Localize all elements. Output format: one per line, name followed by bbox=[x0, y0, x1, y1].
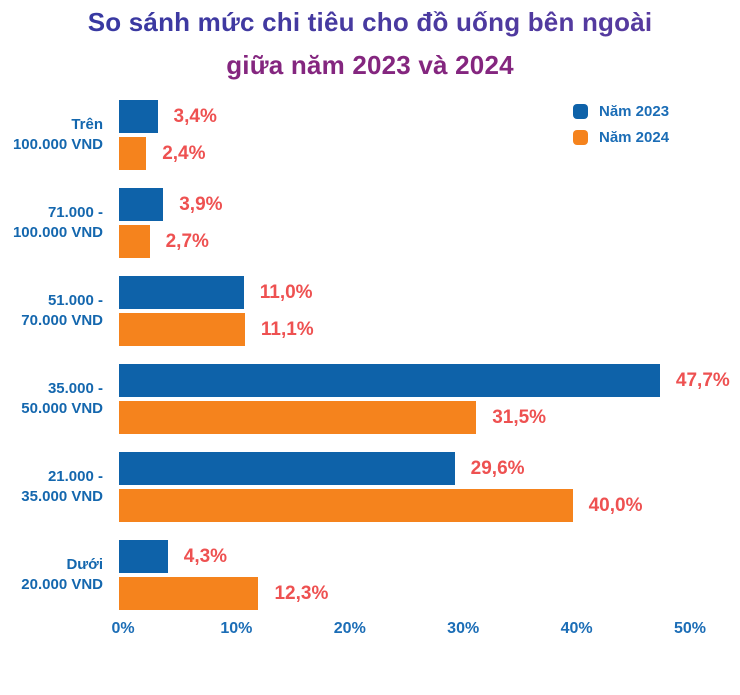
value-label: 31,5% bbox=[492, 406, 547, 428]
value-label: 40,0% bbox=[588, 494, 643, 516]
value-label: 4,3% bbox=[183, 545, 228, 567]
bar-năm-2024 bbox=[119, 401, 477, 434]
legend: Năm 2023 Năm 2024 bbox=[573, 103, 669, 146]
bar-row: 47,7% bbox=[119, 364, 740, 397]
value-label: 29,6% bbox=[470, 457, 525, 479]
category-label: 51.000 -70.000 VND bbox=[21, 292, 103, 329]
bar-row: 11,1% bbox=[119, 313, 740, 346]
bar-row: 3,4% bbox=[119, 100, 740, 133]
bar-row: 2,4% bbox=[119, 137, 740, 170]
chart-title-line2: giữa năm 2023 và 2024 bbox=[226, 50, 514, 80]
category-group: 51.000 -70.000 VND 11,0% 11,1% bbox=[0, 276, 740, 346]
bar-row: 29,6% bbox=[119, 452, 740, 485]
x-axis-tick: 50% bbox=[673, 620, 707, 637]
value-label: 11,1% bbox=[260, 318, 314, 340]
bar-row: 11,0% bbox=[119, 276, 740, 309]
bar-rows: Trên 100.000 VND 3,4% 2,4% 71.000 -100.000 V… bbox=[0, 100, 740, 628]
value-label: 3,4% bbox=[173, 105, 217, 127]
bar-row: 4,3% bbox=[119, 540, 740, 573]
x-axis: 0% 10% 20% 30% 40% 50% bbox=[0, 620, 740, 650]
bar-row: 3,9% bbox=[119, 188, 740, 221]
value-label: 2,4% bbox=[162, 142, 206, 164]
bar-row: 40,0% bbox=[119, 489, 740, 522]
category-group: Dưới 20.000 VND 4,3% 12,3% bbox=[0, 540, 740, 610]
value-label: 47,7% bbox=[675, 369, 730, 391]
bar-năm-2024 bbox=[119, 225, 150, 258]
bar-năm-2023 bbox=[119, 452, 455, 485]
x-axis-tick: 20% bbox=[333, 620, 366, 637]
category-label: Trên 100.000 VND bbox=[12, 116, 103, 153]
bar-năm-2024 bbox=[119, 137, 147, 170]
bar-row: 12,3% bbox=[119, 577, 740, 610]
value-label: 3,9% bbox=[179, 193, 223, 215]
chart-title: So sánh mức chi tiêu cho đồ uống bên ngo… bbox=[0, 6, 740, 81]
bar-năm-2023 bbox=[119, 540, 168, 573]
x-axis-tick: 10% bbox=[220, 620, 253, 637]
bar-năm-2024 bbox=[119, 489, 573, 522]
value-label: 12,3% bbox=[274, 582, 329, 604]
legend-item-2023: Năm 2023 bbox=[573, 103, 669, 120]
legend-swatch-2024-icon bbox=[573, 130, 588, 145]
bar-năm-2023 bbox=[119, 276, 244, 309]
category-label: 71.000 -100.000 VND bbox=[12, 204, 103, 241]
bar-năm-2024 bbox=[119, 313, 245, 346]
value-label: 2,7% bbox=[165, 230, 209, 252]
category-group: Trên 100.000 VND 3,4% 2,4% bbox=[0, 100, 740, 170]
x-axis-tick: 0% bbox=[111, 620, 135, 637]
bar-năm-2024 bbox=[119, 577, 259, 610]
value-label: 11,0% bbox=[259, 281, 313, 303]
legend-label-2023: Năm 2023 bbox=[599, 103, 670, 120]
category-group: 21.000 -35.000 VND 29,6% 40,0% bbox=[0, 452, 740, 522]
bar-năm-2023 bbox=[119, 100, 158, 133]
legend-label-2024: Năm 2024 bbox=[599, 129, 670, 146]
legend-item-2024: Năm 2024 bbox=[573, 129, 669, 146]
category-label: Dưới 20.000 VND bbox=[21, 556, 103, 593]
bar-năm-2023 bbox=[119, 188, 164, 221]
bar-row: 31,5% bbox=[119, 401, 740, 434]
bar-năm-2023 bbox=[119, 364, 660, 397]
chart-title-line1: So sánh mức chi tiêu cho đồ uống bên ngo… bbox=[0, 6, 740, 38]
legend-swatch-2023-icon bbox=[573, 104, 588, 119]
x-axis-tick: 30% bbox=[447, 620, 480, 637]
category-group: 71.000 -100.000 VND 3,9% 2,7% bbox=[0, 188, 740, 258]
category-label: 35.000 -50.000 VND bbox=[21, 380, 103, 417]
x-axis-tick: 40% bbox=[560, 620, 593, 637]
bar-row: 2,7% bbox=[119, 225, 740, 258]
category-group: 35.000 -50.000 VND 47,7% 31,5% bbox=[0, 364, 740, 434]
category-label: 21.000 -35.000 VND bbox=[21, 468, 103, 505]
